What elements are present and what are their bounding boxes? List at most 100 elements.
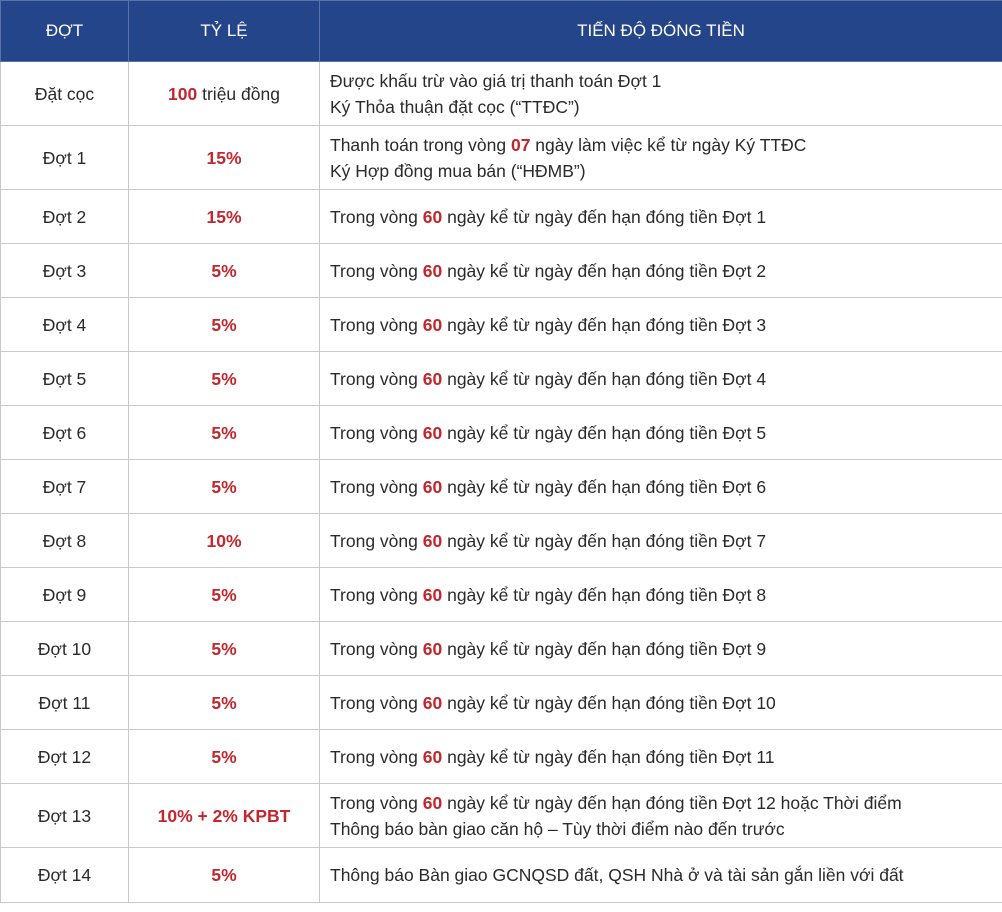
progress-line-1: Trong vòng 60 ngày kể từ ngày đến hạn đó… (330, 790, 1002, 816)
table-row: Đợt 1 15% Thanh toán trong vòng 07 ngày … (0, 125, 1002, 190)
days-number: 60 (422, 476, 443, 497)
table-row: Đợt 3 5% Trong vòng 60 ngày kể từ ngày đ… (0, 243, 1002, 298)
table-row: Đợt 7 5% Trong vòng 60 ngày kể từ ngày đ… (0, 459, 1002, 514)
dot-cell: Đợt 9 (0, 567, 129, 622)
rate-cell: 5% (128, 729, 320, 784)
progress-text: ngày kể từ ngày đến hạn đóng tiền Đợt 9 (442, 638, 767, 659)
progress-cell: Trong vòng 60 ngày kể từ ngày đến hạn đó… (319, 189, 1002, 244)
progress-text: Trong vòng (330, 260, 423, 281)
progress-line-1: Thanh toán trong vòng 07 ngày làm việc k… (330, 132, 1002, 158)
progress-text: ngày kể từ ngày đến hạn đóng tiền Đợt 3 (442, 314, 767, 335)
progress-text: ngày kể từ ngày đến hạn đóng tiền Đợt 6 (442, 476, 767, 497)
table-row: Đợt 6 5% Trong vòng 60 ngày kể từ ngày đ… (0, 405, 1002, 460)
days-number: 60 (422, 746, 443, 767)
rate-cell: 5% (128, 243, 320, 298)
progress-cell: Trong vòng 60 ngày kể từ ngày đến hạn đó… (319, 675, 1002, 730)
days-number: 60 (422, 530, 443, 551)
table-row: Đợt 10 5% Trong vòng 60 ngày kể từ ngày … (0, 621, 1002, 676)
days-number: 60 (422, 692, 443, 713)
progress-text: ngày kể từ ngày đến hạn đóng tiền Đợt 7 (442, 530, 767, 551)
header-rate: TỶ LỆ (128, 0, 320, 62)
dot-cell: Đợt 14 (0, 847, 129, 903)
progress-text: Trong vòng (330, 584, 423, 605)
progress-text: Trong vòng (330, 638, 423, 659)
progress-line-2: Thông báo bàn giao căn hộ – Tùy thời điể… (330, 818, 785, 839)
progress-line-1: Được khấu trừ vào giá trị thanh toán Đợt… (330, 70, 662, 91)
rate-cell: 5% (128, 567, 320, 622)
progress-text: Thanh toán trong vòng (330, 134, 511, 155)
days-number: 60 (422, 368, 443, 389)
dot-cell: Đợt 13 (0, 783, 129, 848)
rate-cell: 15% (128, 125, 320, 190)
progress-cell: Trong vòng 60 ngày kể từ ngày đến hạn đó… (319, 459, 1002, 514)
progress-text: ngày kể từ ngày đến hạn đóng tiền Đợt 5 (442, 422, 767, 443)
rate-cell: 5% (128, 459, 320, 514)
dot-cell: Đợt 12 (0, 729, 129, 784)
progress-text: ngày kể từ ngày đến hạn đóng tiền Đợt 4 (442, 368, 767, 389)
table-row: Đợt 14 5% Thông báo Bàn giao GCNQSD đất,… (0, 847, 1002, 903)
days-number: 07 (510, 134, 531, 155)
progress-cell: Trong vòng 60 ngày kể từ ngày đến hạn đó… (319, 297, 1002, 352)
progress-text: ngày kể từ ngày đến hạn đóng tiền Đợt 1 (442, 206, 767, 227)
days-number: 60 (422, 638, 443, 659)
table-row: Đợt 9 5% Trong vòng 60 ngày kể từ ngày đ… (0, 567, 1002, 622)
dot-cell: Đợt 7 (0, 459, 129, 514)
progress-text: Trong vòng (330, 692, 423, 713)
progress-cell: Trong vòng 60 ngày kể từ ngày đến hạn đó… (319, 351, 1002, 406)
table-row: Đợt 8 10% Trong vòng 60 ngày kể từ ngày … (0, 513, 1002, 568)
progress-cell: Trong vòng 60 ngày kể từ ngày đến hạn đó… (319, 729, 1002, 784)
table-row: Đặt cọc 100 triệu đồng Được khấu trừ vào… (0, 61, 1002, 126)
rate-cell: 5% (128, 675, 320, 730)
progress-text: ngày kể từ ngày đến hạn đóng tiền Đợt 11 (442, 746, 775, 767)
progress-text: Thông báo Bàn giao GCNQSD đất, QSH Nhà ở… (330, 865, 904, 885)
days-number: 60 (422, 792, 443, 813)
progress-cell: Thông báo Bàn giao GCNQSD đất, QSH Nhà ở… (319, 847, 1002, 903)
rate-unit: triệu đồng (197, 83, 280, 104)
table-row: Đợt 5 5% Trong vòng 60 ngày kể từ ngày đ… (0, 351, 1002, 406)
days-number: 60 (422, 260, 443, 281)
days-number: 60 (422, 206, 443, 227)
rate-cell: 5% (128, 405, 320, 460)
progress-cell: Trong vòng 60 ngày kể từ ngày đến hạn đó… (319, 783, 1002, 848)
progress-line-2: Ký Thỏa thuận đặt cọc (“TTĐC”) (330, 96, 580, 117)
progress-text: ngày kể từ ngày đến hạn đóng tiền Đợt 2 (442, 260, 767, 281)
table-row: Đợt 4 5% Trong vòng 60 ngày kể từ ngày đ… (0, 297, 1002, 352)
progress-cell: Trong vòng 60 ngày kể từ ngày đến hạn đó… (319, 513, 1002, 568)
table-row: Đợt 11 5% Trong vòng 60 ngày kể từ ngày … (0, 675, 1002, 730)
days-number: 60 (422, 584, 443, 605)
rate-cell: 100 triệu đồng (128, 61, 320, 126)
progress-text: Trong vòng (330, 314, 423, 335)
rate-cell: 5% (128, 847, 320, 903)
header-dot: ĐỢT (0, 0, 129, 62)
dot-cell: Đợt 5 (0, 351, 129, 406)
table-row: Đợt 2 15% Trong vòng 60 ngày kể từ ngày … (0, 189, 1002, 244)
dot-cell: Đợt 11 (0, 675, 129, 730)
dot-cell: Đặt cọc (0, 61, 129, 126)
progress-text: Trong vòng (330, 746, 423, 767)
progress-text: Trong vòng (330, 368, 423, 389)
progress-text: ngày kể từ ngày đến hạn đóng tiền Đợt 10 (442, 692, 776, 713)
rate-cell: 10% + 2% KPBT (128, 783, 320, 848)
progress-text: ngày kể từ ngày đến hạn đóng tiền Đợt 8 (442, 584, 767, 605)
header-row: ĐỢT TỶ LỆ TIẾN ĐỘ ĐÓNG TIỀN (0, 0, 1002, 62)
rate-cell: 15% (128, 189, 320, 244)
rate-cell: 5% (128, 351, 320, 406)
progress-text: Trong vòng (330, 476, 423, 497)
dot-cell: Đợt 3 (0, 243, 129, 298)
rate-cell: 5% (128, 297, 320, 352)
dot-cell: Đợt 8 (0, 513, 129, 568)
days-number: 60 (422, 314, 443, 335)
progress-cell: Trong vòng 60 ngày kể từ ngày đến hạn đó… (319, 243, 1002, 298)
header-progress: TIẾN ĐỘ ĐÓNG TIỀN (319, 0, 1002, 62)
table-row: Đợt 13 10% + 2% KPBT Trong vòng 60 ngày … (0, 783, 1002, 848)
progress-text: Trong vòng (330, 530, 423, 551)
dot-cell: Đợt 4 (0, 297, 129, 352)
table-row: Đợt 12 5% Trong vòng 60 ngày kể từ ngày … (0, 729, 1002, 784)
progress-line-2: Ký Hợp đồng mua bán (“HĐMB”) (330, 160, 586, 181)
progress-cell: Trong vòng 60 ngày kể từ ngày đến hạn đó… (319, 567, 1002, 622)
progress-cell: Trong vòng 60 ngày kể từ ngày đến hạn đó… (319, 405, 1002, 460)
dot-cell: Đợt 1 (0, 125, 129, 190)
dot-cell: Đợt 10 (0, 621, 129, 676)
